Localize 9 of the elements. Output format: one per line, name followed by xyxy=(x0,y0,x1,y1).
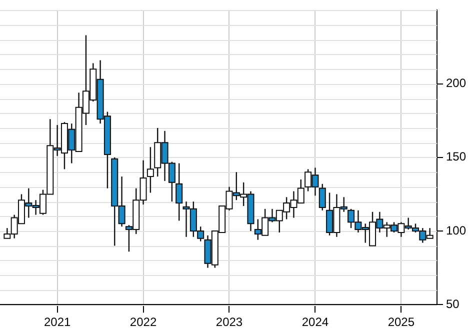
x-tick-label: 2025 xyxy=(388,315,415,330)
y-tick-label: 150 xyxy=(446,150,466,164)
x-tick-label: 2022 xyxy=(130,315,157,330)
y-tick-label: 100 xyxy=(446,223,466,238)
x-tick-label: 2023 xyxy=(216,315,243,330)
y-tick-label: 200 xyxy=(446,76,466,90)
x-tick-label: 2021 xyxy=(44,315,71,330)
y-tick-label: 50 xyxy=(446,296,460,311)
x-tick-label: 2024 xyxy=(302,315,329,330)
